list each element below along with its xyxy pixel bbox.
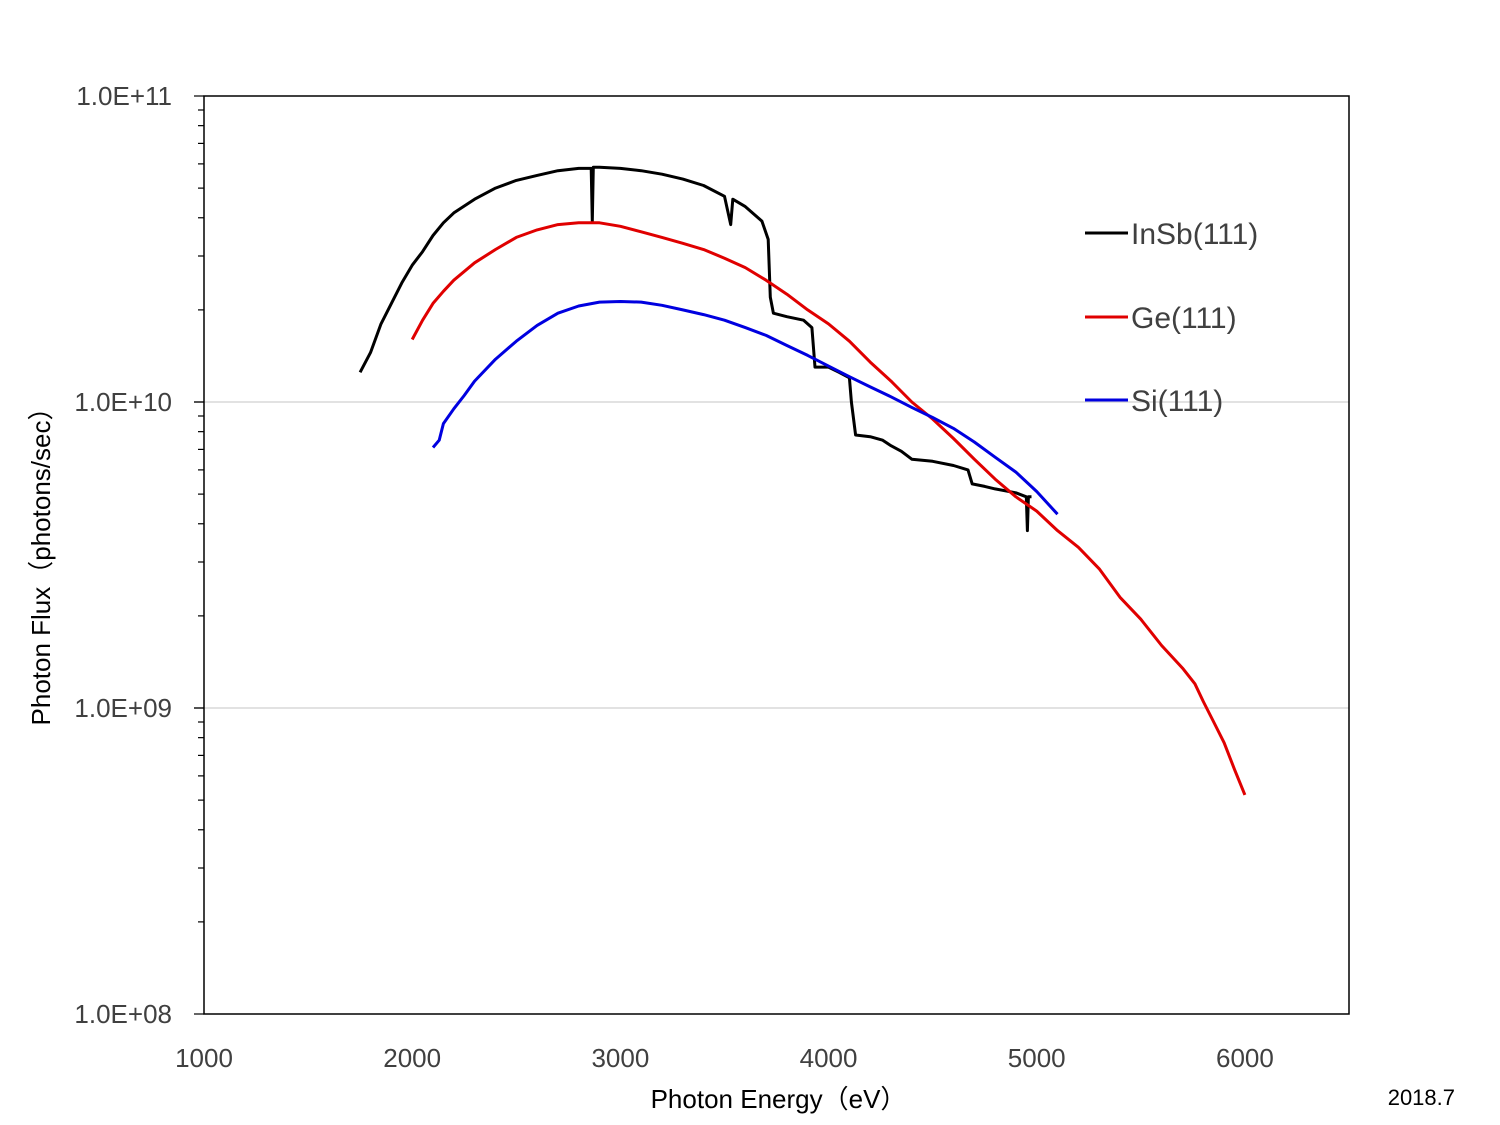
plot-area [203,95,1350,1015]
x-tick-labels: 1000 2000 3000 4000 5000 6000 [175,1043,1274,1073]
series-line-si-111 [431,300,1059,516]
series-line-insb-111 [358,165,1032,533]
legend-label: InSb(111) [1131,218,1258,251]
legend: InSb(111) Ge(111) Si(111) [1085,218,1258,418]
y-axis-title: Photon Flux（photons/sec） [26,395,56,726]
x-tick-label: 5000 [1008,1043,1066,1073]
gridlines [204,401,1349,709]
y-tick-label: 1.0E+10 [74,387,172,417]
series-lines [358,165,1247,796]
legend-label: Si(111) [1131,385,1223,418]
legend-label: Ge(111) [1131,302,1237,335]
y-tick-label: 1.0E+11 [76,81,172,111]
x-tick-label: 4000 [800,1043,858,1073]
y-tick-labels: 1.0E+08 1.0E+09 1.0E+10 1.0E+11 [74,81,172,1029]
x-tick-label: 2000 [383,1043,441,1073]
minor-ticks [194,95,204,1015]
x-tick-label: 1000 [175,1043,233,1073]
y-tick-label: 1.0E+08 [74,999,172,1029]
x-tick-label: 3000 [591,1043,649,1073]
x-tick-label: 6000 [1216,1043,1274,1073]
x-axis-title: Photon Energy（eV） [651,1084,907,1114]
y-tick-label: 1.0E+09 [74,693,172,723]
date-note: 2018.7 [1387,1085,1455,1110]
series-line-ge-111 [410,221,1247,796]
